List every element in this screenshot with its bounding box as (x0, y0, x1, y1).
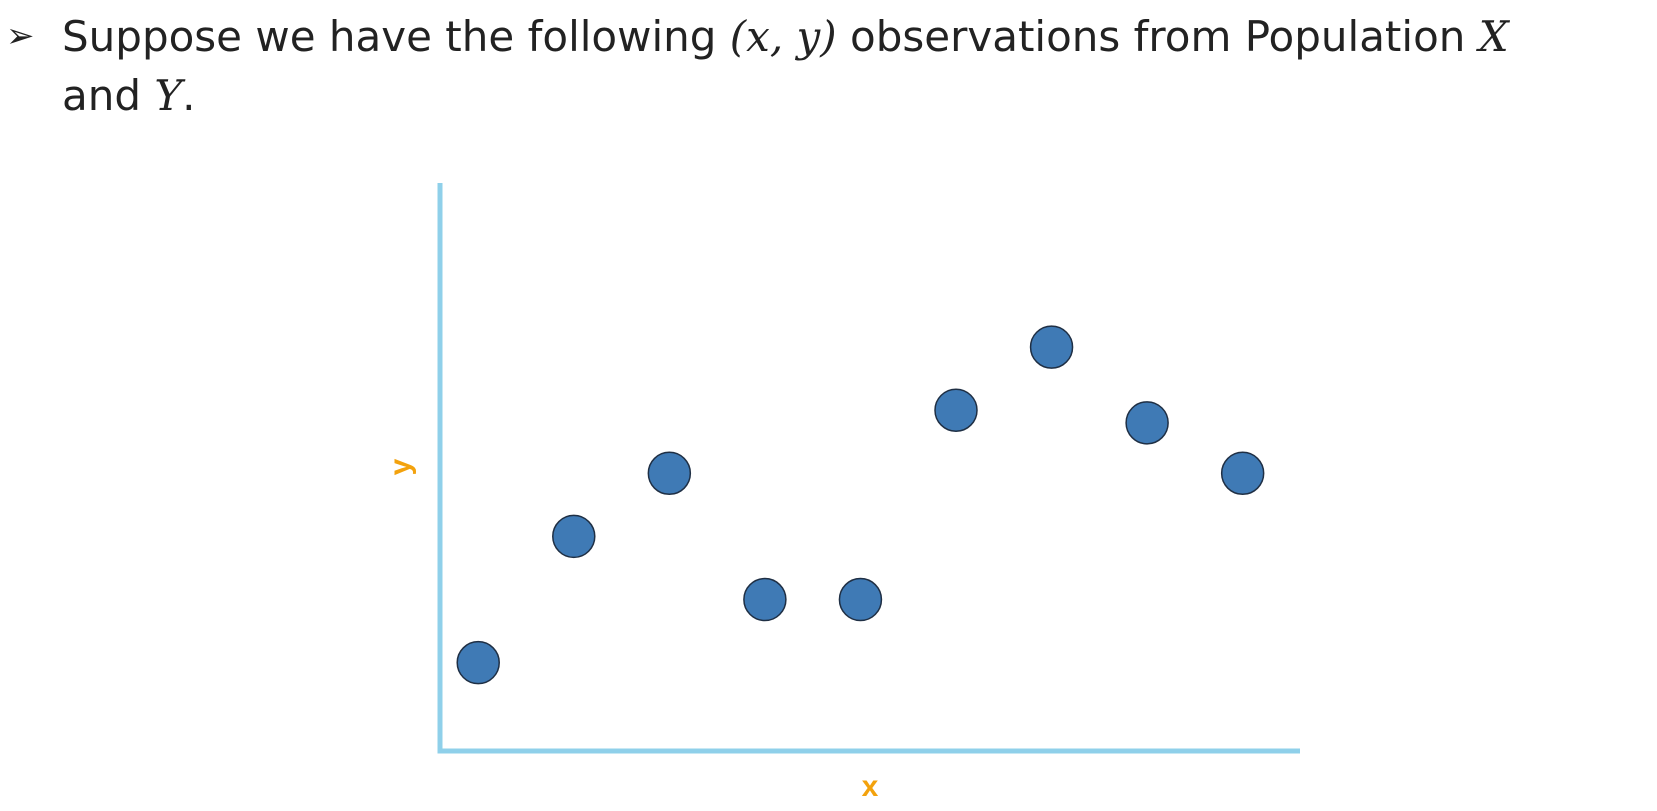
data-point-9 (1220, 451, 1265, 496)
math-var-y: Y (154, 71, 183, 120)
text-part: Suppose we have the following (62, 12, 730, 61)
text-end: . (182, 71, 196, 120)
text-part: observations from Population (836, 12, 1479, 61)
bullet-line-1: ➢ Suppose we have the following (x, y) ob… (6, 6, 1509, 67)
math-var-x: X (1478, 12, 1509, 61)
data-point-1 (456, 640, 500, 685)
bullet-arrow-icon: ➢ (6, 16, 35, 56)
data-point-7 (1029, 325, 1074, 369)
data-point-2 (552, 514, 596, 559)
data-point-4 (743, 577, 787, 622)
data-point-5 (838, 577, 883, 622)
text-part: and (62, 71, 155, 120)
data-point-8 (1125, 401, 1169, 445)
data-point-3 (647, 451, 692, 496)
x-axis-label: x (862, 770, 879, 803)
y-axis-label: y (384, 458, 417, 475)
bullet-line-2: and Y. (62, 66, 195, 126)
points-layer (456, 325, 1265, 685)
data-point-6 (934, 388, 978, 432)
math-xy: (x, y) (729, 12, 837, 61)
